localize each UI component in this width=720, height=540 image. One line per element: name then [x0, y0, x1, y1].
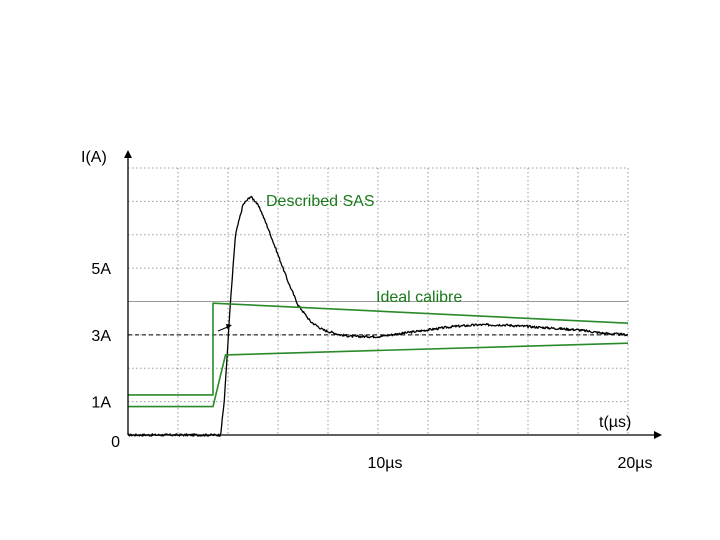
series-layer	[128, 195, 629, 437]
reference-lines	[128, 301, 628, 336]
y-axis-label: I(A)	[81, 149, 107, 166]
annotation-ideal-calibre: Ideal calibre	[376, 289, 462, 306]
x-axis-arrow	[654, 431, 662, 439]
x-tick-label: 10µs	[367, 455, 402, 472]
x-tick-label: 20µs	[617, 455, 652, 472]
y-tick-label: 3A	[91, 328, 111, 345]
y-tick-label: 0	[111, 434, 120, 451]
axes	[124, 150, 662, 439]
series-line-2	[128, 302, 629, 396]
y-tick-label: 1A	[91, 395, 111, 412]
y-tick-label: 5A	[91, 261, 111, 278]
annotation-described-sas: Described SAS	[266, 193, 375, 210]
tick-labels: 0 1A 3A 5A 10µs 20µs	[91, 261, 652, 472]
series-line-1	[128, 195, 629, 437]
pointer-arrow	[217, 324, 232, 332]
y-axis-arrow	[124, 150, 132, 158]
x-axis-label: t(µs)	[599, 414, 631, 431]
series-line-3	[128, 342, 629, 408]
